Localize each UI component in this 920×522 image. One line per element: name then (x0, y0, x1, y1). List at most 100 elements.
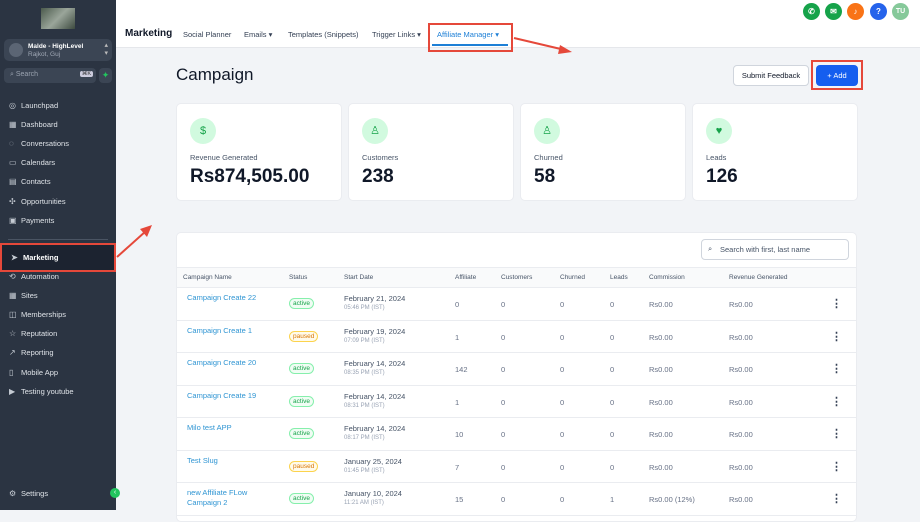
add-button[interactable]: + Add (816, 65, 858, 86)
sidebar-item-label: Reputation (21, 329, 58, 339)
customers-cell: 0 (501, 462, 506, 472)
sidebar-item-settings[interactable]: ⚙ Settings (0, 484, 116, 502)
quick-action-button[interactable]: ✦ (99, 68, 112, 83)
campaign-name-link[interactable]: Campaign Create 19 (187, 390, 257, 400)
start-time: 05:46 PM (IST) (344, 305, 385, 311)
help-icon[interactable]: ? (870, 3, 887, 20)
commission-cell: Rs0.00 (649, 430, 673, 439)
user-avatar[interactable]: TU (892, 3, 909, 20)
campaign-name-link[interactable]: Campaign Create 22 (187, 293, 257, 302)
start-time: 07:09 PM (IST) (344, 337, 385, 344)
sidebar-item-dashboard[interactable]: ▦ Dashboard (0, 115, 116, 133)
churned-cell: 0 (560, 300, 565, 309)
table-row: Campaign Create 20 active February 14, 2… (177, 353, 856, 386)
row-menu-icon[interactable]: ⋮ (831, 395, 842, 408)
sidebar-item-label: Sites (21, 290, 38, 300)
campaign-name-link[interactable]: new Affiliate FLow Campaign 2 (187, 488, 248, 507)
campaign-name-link[interactable]: Test Slug (187, 455, 218, 465)
tab-emails[interactable]: Emails ▾ (244, 30, 273, 39)
campaign-name-link[interactable]: Campaign Create 1 (187, 325, 253, 335)
tab-trigger-links[interactable]: Trigger Links ▾ (372, 30, 421, 39)
status-badge: active (289, 493, 314, 504)
search-placeholder: Search (15, 71, 39, 78)
active-tab-indicator (432, 44, 508, 46)
column-header: Affiliate (455, 274, 477, 281)
campaign-name-link[interactable]: Milo test APP (187, 423, 232, 432)
sidebar-search[interactable]: ⌕ Search ⌘K (4, 68, 96, 83)
column-header: Status (289, 274, 308, 281)
tab-affiliate-manager[interactable]: Affiliate Manager ▾ (437, 30, 499, 39)
collapse-sidebar-button[interactable]: ‹ (110, 488, 120, 498)
column-header: Start Date (344, 274, 374, 281)
sidebar-item-label: Launchpad (21, 100, 59, 110)
row-menu-icon[interactable]: ⋮ (831, 460, 842, 473)
stat-value: 238 (362, 166, 394, 187)
sidebar-item-opportunities[interactable]: ✣ Opportunities (0, 192, 116, 210)
sidebar-item-automation[interactable]: ⟲ Automation (0, 267, 116, 285)
section-title: Marketing (125, 28, 173, 39)
stat-value: Rs874,505.00 (190, 166, 310, 187)
sidebar-item-conversations[interactable]: ◌ Conversations (0, 134, 116, 152)
churned-cell: 0 (560, 430, 565, 439)
sidebar-item-label: Opportunities (21, 196, 66, 206)
sidebar-item-mobile-app[interactable]: ▯ Mobile App (0, 363, 116, 381)
sidebar-item-reporting[interactable]: ↗ Reporting (0, 344, 116, 362)
sidebar-item-payments[interactable]: ▣ Payments (0, 211, 116, 229)
revenue-cell: Rs0.00 (729, 495, 753, 504)
bell-icon[interactable]: ♪ (847, 3, 864, 20)
annotation-box (428, 23, 513, 52)
sidebar-item-contacts[interactable]: ▤ Contacts (0, 173, 116, 191)
sidebar-item-testing-youtube[interactable]: ▶ Testing youtube (0, 382, 116, 400)
contacts-icon: ▤ (9, 177, 17, 187)
sidebar-item-launchpad[interactable]: ◎ Launchpad (0, 96, 116, 114)
commission-cell: Rs0.00 (649, 397, 673, 407)
churned-cell: 0 (560, 332, 565, 342)
revenue-cell: Rs0.00 (729, 300, 753, 309)
start-date: February 21, 2024 (344, 294, 406, 303)
campaign-name-link[interactable]: Campaign Create 20 (187, 358, 257, 367)
company-logo (41, 8, 75, 29)
sidebar-item-label: Memberships (21, 309, 67, 319)
row-menu-icon[interactable]: ⋮ (831, 363, 842, 375)
tab-social-planner[interactable]: Social Planner (183, 30, 232, 39)
row-menu-icon[interactable]: ⋮ (831, 428, 842, 440)
annotation-box (811, 60, 863, 90)
sidebar-item-label: Reporting (21, 348, 54, 358)
sidebar-item-label: Settings (21, 488, 49, 498)
sites-icon: ▦ (9, 290, 17, 300)
stat-label: Churned (534, 153, 563, 162)
sidebar-item-label: Conversations (21, 138, 69, 148)
churned-cell: 0 (560, 462, 565, 472)
row-menu-icon[interactable]: ⋮ (831, 493, 842, 505)
submit-feedback-button[interactable]: Submit Feedback (733, 65, 809, 86)
automation-icon: ⟲ (9, 271, 16, 281)
stat-card-leads: ♥ Leads 126 (692, 103, 858, 201)
leads-cell: 0 (610, 430, 615, 439)
tab-templates[interactable]: Templates (Snippets) (288, 30, 359, 39)
stat-card-churned: ♙ Churned 58 (520, 103, 686, 201)
stat-icon: $ (190, 118, 216, 144)
revenue-cell: Rs0.00 (729, 462, 753, 472)
account-switcher[interactable]: Malde - HighLevel Rajkot, Guj ▴ ▾ (4, 39, 112, 61)
column-header: Leads (610, 274, 628, 281)
sidebar-item-marketing[interactable]: ➤ Marketing (0, 243, 116, 272)
megaphone-icon[interactable]: ✉ (825, 3, 842, 20)
sidebar-item-sites[interactable]: ▦ Sites (0, 286, 116, 304)
table-row: Milo test APP active February 14, 2024 0… (177, 418, 856, 451)
row-menu-icon[interactable]: ⋮ (831, 330, 842, 343)
chevron-updown-icon: ▴ ▾ (104, 42, 108, 57)
sidebar-item-label: Automation (21, 271, 59, 281)
sidebar-item-memberships[interactable]: ◫ Memberships (0, 305, 116, 323)
sidebar-item-calendars[interactable]: ▭ Calendars (0, 154, 116, 172)
row-menu-icon[interactable]: ⋮ (831, 298, 842, 310)
sidebar-item-label: Marketing (23, 253, 59, 262)
top-bar: Marketing Social Planner Emails ▾ Templa… (116, 0, 920, 52)
table-search-input[interactable]: ⌕ Search with first, last name (701, 239, 849, 260)
account-name: Malde - HighLevel (28, 43, 84, 50)
status-badge: active (289, 428, 314, 439)
phone-icon[interactable]: ✆ (803, 3, 820, 20)
stat-card-revenue-generated: $ Revenue Generated Rs874,505.00 (176, 103, 342, 201)
churned-cell: 0 (560, 365, 565, 374)
stat-card-customers: ♙ Customers 238 (348, 103, 514, 201)
sidebar-item-reputation[interactable]: ☆ Reputation (0, 325, 116, 343)
